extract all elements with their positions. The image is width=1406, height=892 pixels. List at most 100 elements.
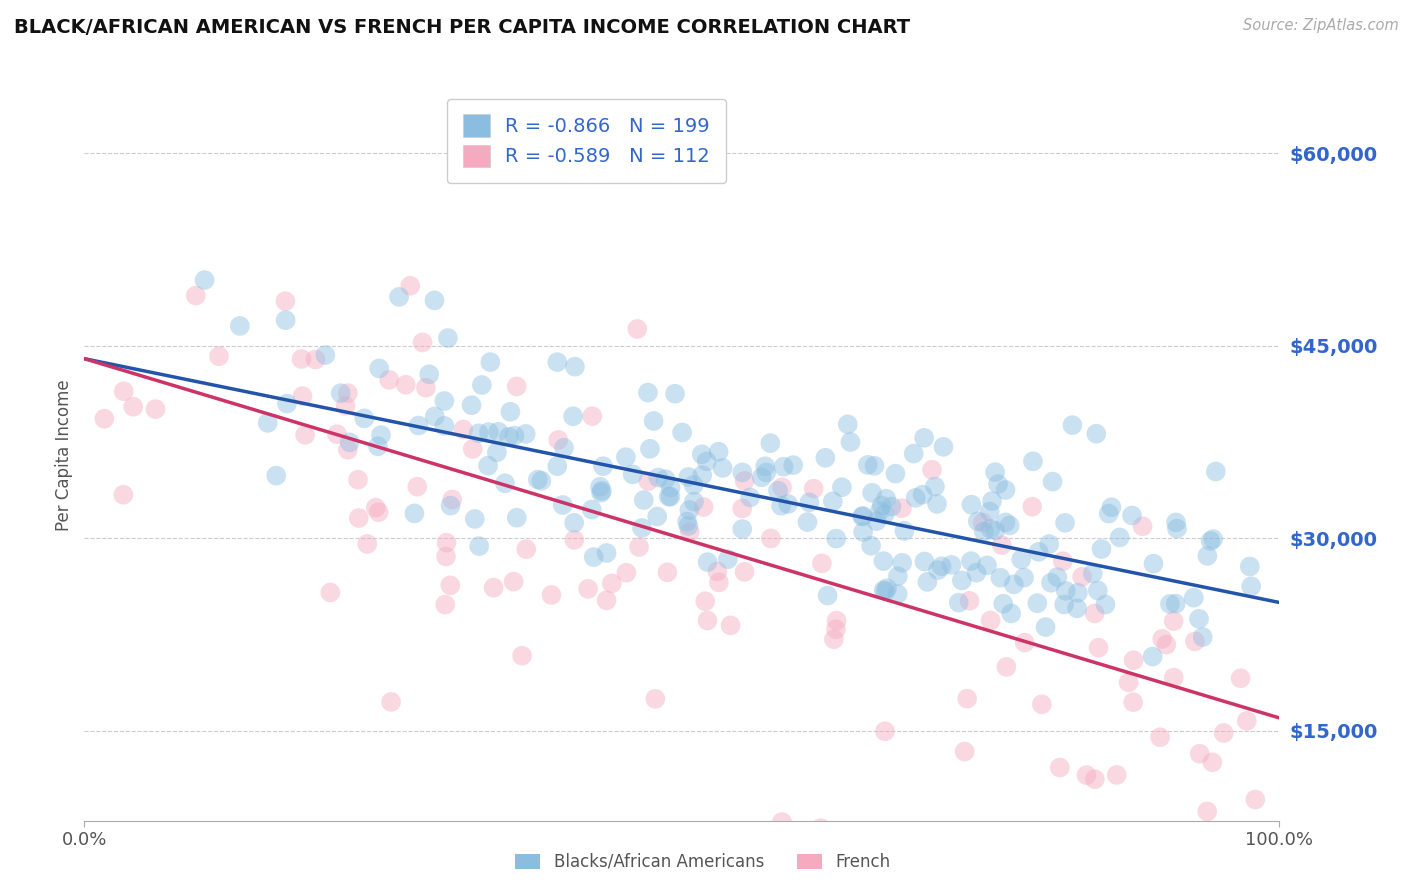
Point: [1090, 541, 1112, 556]
Point: [370, 428, 392, 442]
Point: [1000, 607, 1022, 621]
Point: [865, 514, 887, 528]
Point: [1062, 418, 1084, 433]
Point: [1028, 545, 1050, 559]
Point: [1212, 726, 1234, 740]
Point: [960, 498, 983, 512]
Point: [515, 426, 537, 441]
Point: [356, 537, 378, 551]
Point: [690, 468, 713, 483]
Point: [1159, 597, 1181, 611]
Point: [347, 511, 370, 525]
Point: [498, 430, 520, 444]
Point: [731, 466, 754, 480]
Point: [823, 632, 845, 647]
Point: [314, 348, 336, 362]
Point: [711, 461, 734, 475]
Point: [433, 418, 456, 433]
Point: [1202, 532, 1225, 546]
Point: [1152, 632, 1174, 646]
Point: [1010, 552, 1032, 566]
Point: [863, 458, 886, 473]
Point: [1122, 653, 1144, 667]
Point: [776, 497, 799, 511]
Point: [1142, 557, 1164, 571]
Point: [415, 381, 437, 395]
Point: [600, 576, 623, 591]
Point: [1066, 601, 1088, 615]
Point: [659, 481, 682, 495]
Point: [184, 288, 207, 302]
Point: [1166, 522, 1188, 536]
Point: [1122, 695, 1144, 709]
Point: [903, 447, 925, 461]
Point: [1197, 805, 1219, 819]
Point: [948, 596, 970, 610]
Point: [380, 695, 402, 709]
Point: [439, 578, 461, 592]
Point: [515, 542, 537, 557]
Point: [1053, 598, 1076, 612]
Point: [657, 566, 679, 580]
Point: [353, 411, 375, 425]
Point: [276, 396, 298, 410]
Point: [229, 318, 252, 333]
Point: [959, 594, 981, 608]
Point: [1067, 586, 1090, 600]
Point: [851, 509, 873, 524]
Point: [582, 550, 605, 565]
Point: [683, 494, 706, 508]
Point: [1087, 583, 1109, 598]
Point: [633, 493, 655, 508]
Point: [637, 385, 659, 400]
Point: [1054, 516, 1077, 530]
Point: [434, 598, 457, 612]
Point: [112, 488, 135, 502]
Point: [436, 535, 458, 549]
Point: [547, 433, 569, 447]
Point: [872, 583, 894, 598]
Point: [921, 463, 943, 477]
Point: [796, 515, 818, 529]
Point: [886, 587, 908, 601]
Point: [482, 581, 505, 595]
Point: [631, 521, 654, 535]
Point: [696, 454, 718, 468]
Point: [1049, 760, 1071, 774]
Point: [984, 524, 1007, 538]
Point: [1052, 554, 1074, 568]
Point: [927, 563, 949, 577]
Point: [911, 488, 934, 502]
Point: [984, 465, 1007, 479]
Point: [592, 459, 614, 474]
Point: [817, 589, 839, 603]
Point: [755, 466, 778, 480]
Point: [527, 473, 550, 487]
Point: [368, 361, 391, 376]
Point: [1156, 638, 1178, 652]
Point: [643, 414, 665, 428]
Legend: Blacks/African Americans, French: Blacks/African Americans, French: [508, 845, 898, 880]
Point: [1014, 635, 1036, 649]
Point: [696, 555, 718, 569]
Point: [917, 574, 939, 589]
Point: [993, 597, 1015, 611]
Point: [799, 495, 821, 509]
Point: [734, 565, 756, 579]
Point: [987, 477, 1010, 491]
Point: [925, 497, 948, 511]
Point: [1084, 607, 1107, 621]
Point: [591, 483, 613, 498]
Point: [682, 478, 704, 492]
Point: [256, 416, 278, 430]
Point: [1188, 747, 1211, 761]
Legend: R = -0.866   N = 199, R = -0.589   N = 112: R = -0.866 N = 199, R = -0.589 N = 112: [447, 99, 725, 183]
Point: [950, 574, 973, 588]
Point: [880, 500, 903, 514]
Point: [1108, 531, 1130, 545]
Point: [872, 554, 894, 568]
Point: [839, 435, 862, 450]
Point: [1205, 465, 1227, 479]
Point: [562, 516, 585, 530]
Point: [478, 425, 501, 439]
